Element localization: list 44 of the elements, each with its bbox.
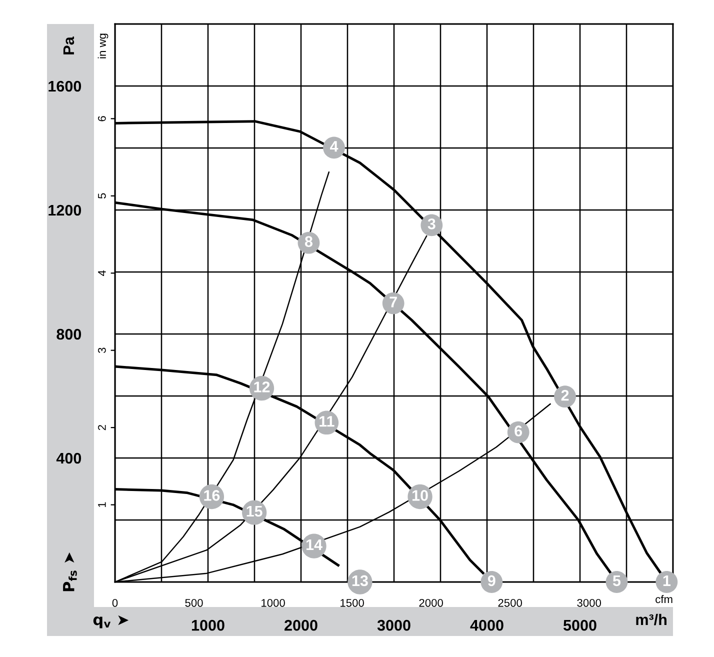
annotation: 11 [320, 416, 334, 427]
y2-tick-label: 5 [98, 193, 106, 199]
annotation: 3 [428, 218, 436, 230]
y-tick-label: 1200 [48, 204, 82, 216]
annotation: 15 [246, 506, 262, 517]
x-tick-label: 5000 [563, 620, 596, 631]
annotation: 16 [204, 490, 220, 501]
y2-tick-label: 2 [98, 425, 106, 430]
y2-tick-label: 4 [98, 270, 106, 276]
x2-tick-label: 2500 [498, 598, 522, 607]
annotation: 10 [412, 490, 428, 501]
annotation: 5 [612, 575, 621, 586]
annotation: 4 [330, 141, 338, 152]
y2-tick-label: 6 [98, 116, 106, 122]
y-tick-label: 800 [56, 328, 82, 340]
annotation: 9 [488, 575, 496, 586]
y-tick-label: 1600 [48, 80, 82, 92]
x2-axis-title: cfm [656, 595, 672, 604]
annotation: 1 [663, 575, 670, 586]
annotation: 8 [304, 236, 312, 247]
y-tick-label: 400 [56, 452, 82, 464]
x-tick-label: 2000 [284, 620, 318, 631]
annotation: 12 [254, 382, 270, 392]
x-tick-label: 1000 [192, 620, 224, 631]
annotation: 13 [352, 575, 368, 586]
annotation: 14 [306, 539, 322, 550]
x-tick-label: 4000 [470, 620, 504, 631]
x-tick-label: 3000 [377, 620, 410, 631]
text: q$_{v}$ ➤ [93, 615, 129, 628]
y2-tick-label: 3 [98, 348, 106, 353]
x-axis-title: m³/h [636, 614, 666, 626]
text: P$_{fs}$ ➤ [63, 552, 77, 592]
y-axis-title: Pa [63, 36, 74, 54]
x2-tick-label: 3000 [577, 598, 602, 607]
x2-tick-label: 1500 [340, 598, 364, 607]
annotation: 7 [390, 296, 397, 308]
x2-tick-label: 1000 [262, 598, 285, 607]
x2-tick-label: 2000 [419, 598, 443, 607]
annotation: 6 [514, 426, 522, 436]
y2-tick-label: 1 [98, 502, 106, 508]
x2-tick-label: 500 [185, 598, 203, 607]
y2-axis-title: in wg [98, 34, 108, 58]
x2-tick-label: 0 [112, 598, 118, 607]
annotation: 2 [561, 390, 569, 401]
